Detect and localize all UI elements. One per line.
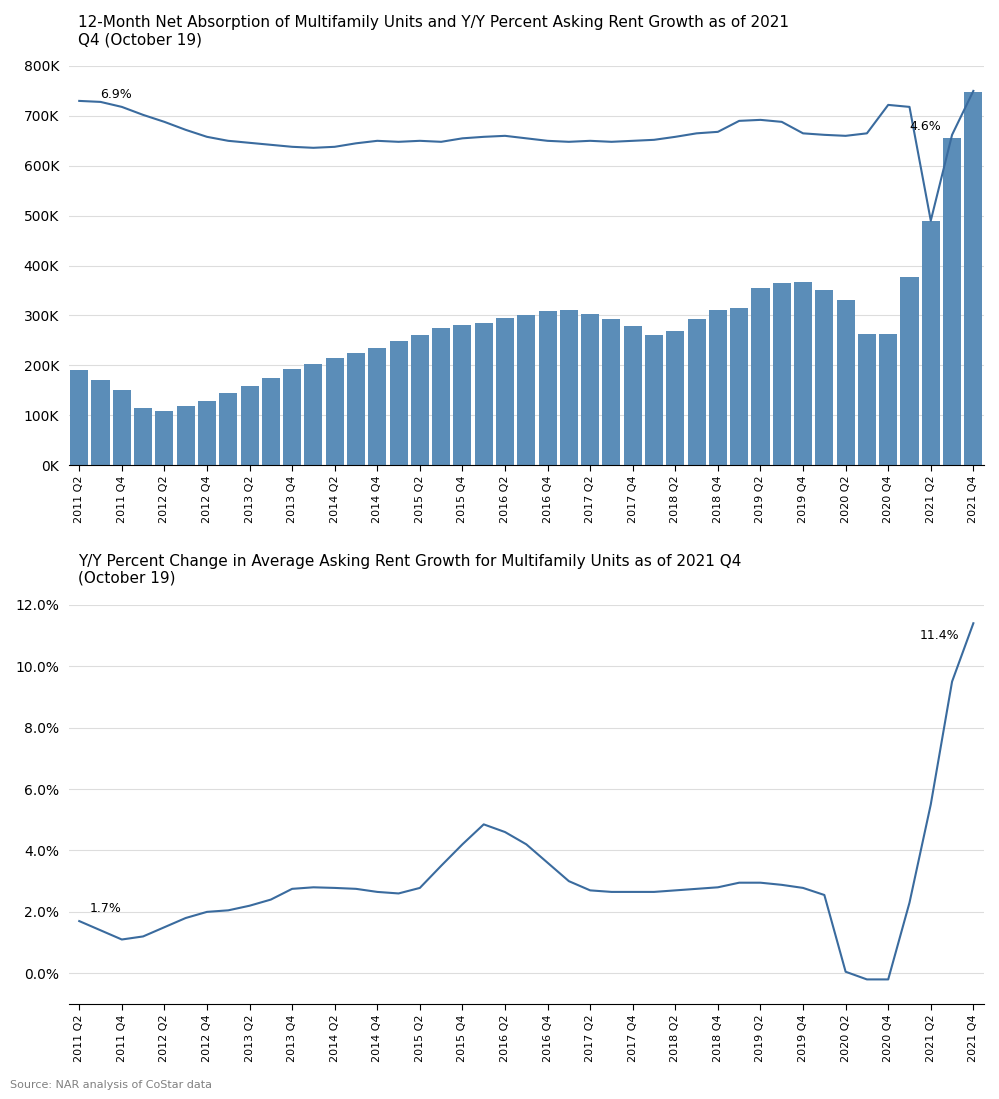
Bar (198, 401, 216, 465)
Text: 12-Month Net Absorption of Multifamily Units and Y/Y Percent Asking Rent Growth : 12-Month Net Absorption of Multifamily U… (78, 14, 789, 47)
Text: Source: NAR analysis of CoStar data: Source: NAR analysis of CoStar data (10, 1080, 212, 1090)
Bar (156, 411, 174, 465)
Bar (687, 320, 705, 465)
Bar (815, 289, 833, 465)
Bar (70, 370, 88, 465)
Bar (709, 310, 727, 465)
Bar (177, 407, 195, 465)
Bar (964, 92, 982, 465)
Bar (219, 392, 238, 465)
Bar (454, 325, 472, 465)
Bar (433, 328, 451, 465)
Bar (369, 348, 387, 465)
Bar (836, 300, 855, 465)
Bar (262, 378, 280, 465)
Text: 4.6%: 4.6% (909, 120, 941, 133)
Bar (602, 320, 620, 465)
Bar (411, 335, 429, 465)
Bar (241, 386, 259, 465)
Bar (496, 318, 514, 465)
Bar (326, 358, 344, 465)
Bar (538, 311, 556, 465)
Bar (772, 284, 791, 465)
Bar (347, 353, 365, 465)
Text: 1.7%: 1.7% (90, 902, 122, 914)
Text: Y/Y Percent Change in Average Asking Rent Growth for Multifamily Units as of 202: Y/Y Percent Change in Average Asking Ren… (78, 554, 741, 586)
Bar (879, 334, 897, 465)
Bar (858, 334, 876, 465)
Bar (134, 408, 152, 465)
Bar (581, 314, 599, 465)
Bar (390, 342, 408, 465)
Bar (113, 390, 131, 465)
Bar (794, 281, 812, 465)
Text: 6.9%: 6.9% (101, 88, 132, 101)
Bar (92, 380, 110, 465)
Bar (559, 310, 578, 465)
Bar (730, 308, 748, 465)
Bar (475, 323, 493, 465)
Bar (900, 277, 918, 465)
Bar (751, 288, 769, 465)
Text: 11.4%: 11.4% (920, 629, 960, 642)
Bar (645, 335, 663, 465)
Bar (943, 138, 961, 465)
Bar (623, 326, 641, 465)
Bar (283, 369, 301, 465)
Bar (305, 365, 323, 465)
Bar (517, 315, 535, 465)
Bar (922, 221, 940, 465)
Bar (666, 332, 684, 465)
